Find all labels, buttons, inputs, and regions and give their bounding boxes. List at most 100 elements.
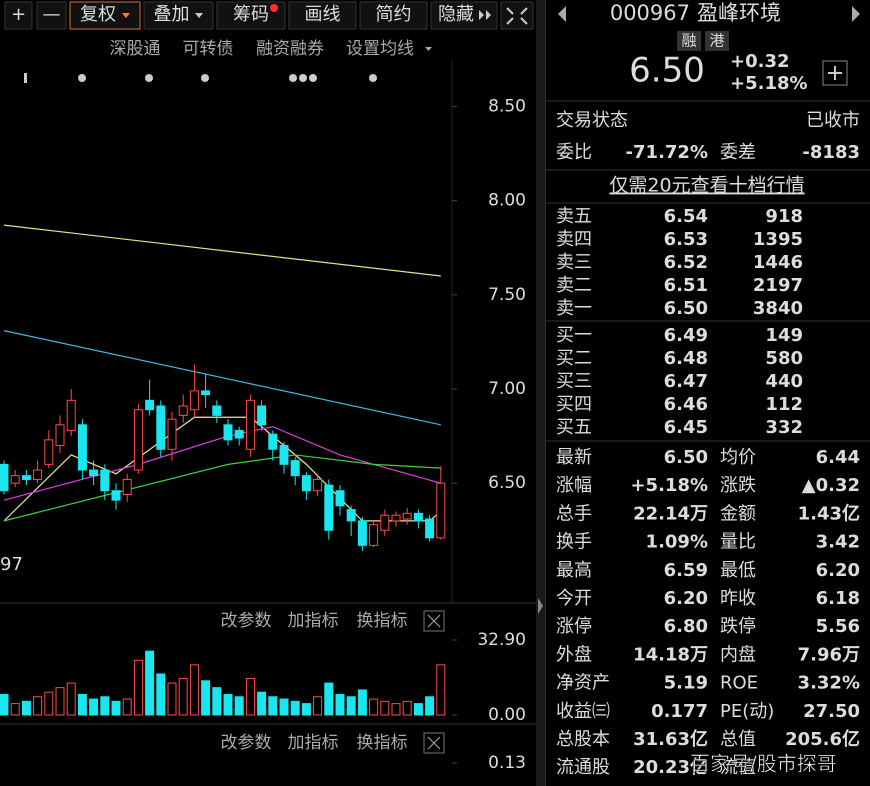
close-icon	[427, 736, 441, 750]
candle-body	[100, 469, 110, 492]
last-price: 6.50	[629, 51, 705, 91]
volume-bar	[100, 696, 110, 716]
prev-stock[interactable]	[558, 6, 566, 22]
volume-bar	[335, 693, 345, 716]
stat-label: 跌停	[720, 616, 756, 637]
volume-bar	[167, 682, 177, 716]
stat-label: 昨收	[720, 588, 756, 609]
volume-bar	[380, 700, 390, 716]
stat-label: 最高	[556, 560, 592, 581]
candle-body	[21, 475, 31, 480]
fullscreen-button[interactable]	[500, 1, 534, 30]
volume-bar	[279, 698, 289, 716]
close-button[interactable]	[423, 732, 445, 754]
toolbar-button[interactable]	[4, 1, 33, 30]
book-price: 6.47	[664, 371, 708, 392]
splitter-arrow[interactable]	[538, 598, 543, 614]
book-price: 6.45	[664, 417, 708, 438]
volume-bar	[44, 691, 54, 716]
event-markers	[24, 73, 377, 83]
volume-bar	[313, 696, 323, 716]
stat-label: 流通股	[556, 757, 610, 778]
book-volume: 2197	[753, 275, 803, 296]
book-price: 6.54	[664, 206, 708, 227]
book-label: 买一	[556, 325, 592, 346]
stat-label: 外盘	[556, 644, 592, 665]
volume-bar	[425, 696, 435, 716]
y-tick-label: 0.13	[488, 753, 526, 773]
book-label: 卖四	[556, 229, 592, 250]
volume-bar	[145, 650, 155, 716]
toolbar-button[interactable]	[359, 1, 428, 30]
moving-average	[3, 454, 441, 522]
next-stock[interactable]	[852, 6, 860, 22]
candle-body	[357, 520, 367, 546]
stat-value: 3.32%	[798, 673, 860, 694]
book-volume: 918	[765, 206, 803, 227]
candle-body	[369, 524, 379, 546]
moving-average	[3, 224, 441, 277]
candle-body	[156, 405, 166, 450]
toolbar-button[interactable]	[36, 1, 67, 30]
book-volume: 440	[765, 371, 803, 392]
stat-value: ▲0.32	[802, 475, 860, 496]
toolbar-label: 复权	[80, 4, 116, 25]
candle-body	[212, 405, 222, 416]
candle-body	[290, 460, 300, 477]
volume-bar	[245, 678, 255, 716]
marker	[78, 74, 86, 82]
volume-bar	[55, 687, 65, 716]
candle-body	[223, 424, 233, 441]
price-change: +0.32	[730, 51, 790, 72]
book-price: 6.48	[664, 348, 708, 369]
volume-bar	[369, 698, 379, 716]
order-diff-label: 委差	[720, 142, 756, 163]
toolbar-button[interactable]	[143, 1, 214, 30]
close-button[interactable]	[423, 610, 445, 632]
book-price: 6.51	[664, 275, 708, 296]
candle-body	[178, 405, 188, 416]
book-volume: 332	[765, 417, 803, 438]
add-watch[interactable]	[822, 60, 848, 86]
candle-body	[268, 433, 278, 450]
price-change-pct: +5.18%	[730, 73, 808, 94]
candle-body	[55, 424, 65, 447]
volume-bar	[122, 698, 132, 716]
stat-value: 6.50	[664, 447, 708, 468]
volume-bar	[268, 696, 278, 716]
book-volume: 112	[765, 394, 803, 415]
sub-toolbar-item: 设置均线	[346, 39, 414, 59]
book-volume: 580	[765, 348, 803, 369]
book-label: 卖五	[556, 206, 592, 227]
y-tick-label: 6.50	[488, 473, 526, 493]
candle-body	[335, 490, 345, 507]
book-volume: 3840	[753, 298, 803, 319]
price-label: 97	[0, 554, 23, 575]
toolbar-button[interactable]	[69, 1, 141, 30]
status-label: 交易状态	[556, 110, 628, 131]
stat-value: +5.18%	[630, 475, 708, 496]
status: 已收市	[806, 110, 860, 131]
splitter[interactable]	[536, 0, 545, 786]
stat-value: 27.50	[803, 701, 860, 722]
candle-body	[402, 512, 412, 520]
candle-body	[301, 475, 311, 492]
book-label: 卖二	[556, 275, 592, 296]
plus-icon	[828, 66, 842, 80]
volume-bar	[346, 696, 356, 716]
y-tick-label: 7.50	[488, 285, 526, 305]
book-volume: 149	[765, 325, 803, 346]
tag-box	[705, 31, 729, 51]
stat-label: 换手	[556, 532, 592, 553]
stock-name: 盈峰环境	[697, 1, 781, 25]
book-volume: 1395	[753, 229, 803, 250]
sub-toolbar-item: 融资融券	[256, 39, 324, 59]
toolbar-button[interactable]	[288, 1, 357, 30]
candle-body	[167, 418, 177, 450]
toolbar-label: 画线	[305, 4, 341, 25]
marker	[289, 74, 297, 82]
stat-value: 6.20	[816, 560, 860, 581]
candle-body	[201, 390, 211, 396]
promo-link[interactable]: 仅需20元查看十档行情	[609, 175, 804, 197]
